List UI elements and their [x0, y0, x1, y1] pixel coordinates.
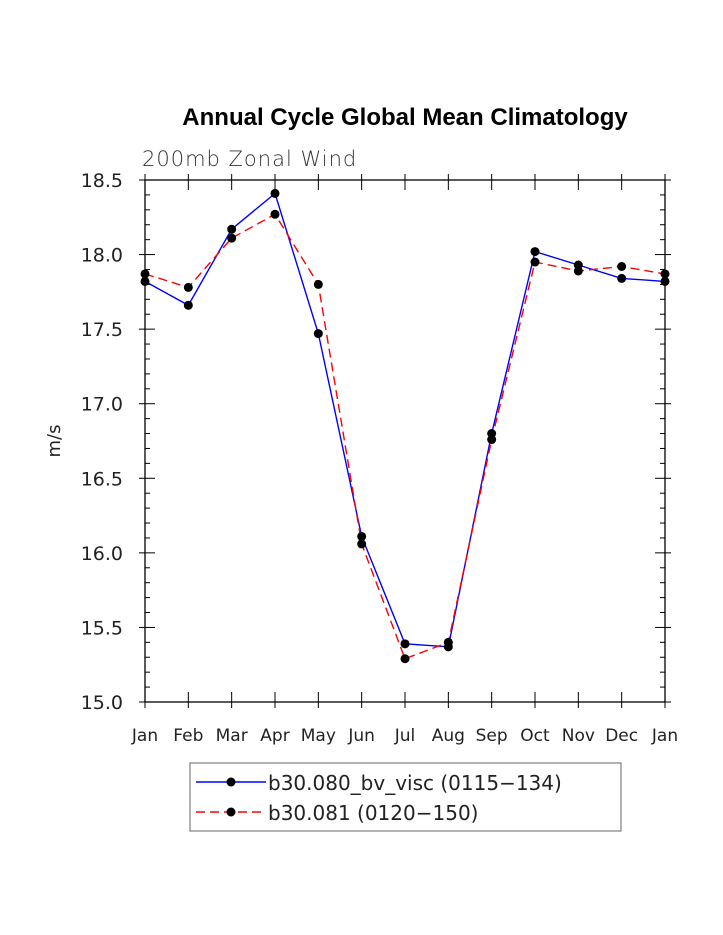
- series-line-1: [144, 192, 666, 648]
- data-point-series-2: [573, 266, 583, 276]
- x-tick-label: Jan: [131, 726, 158, 746]
- data-point-series-2: [357, 539, 367, 549]
- data-point-series-2: [227, 233, 237, 243]
- y-tick-label: 18.0: [81, 245, 123, 267]
- chart-subtitle: 200mb Zonal Wind: [142, 147, 357, 171]
- x-tick-label: Aug: [432, 726, 465, 746]
- y-tick-label: 18.5: [81, 170, 123, 192]
- x-tick-label: Mar: [216, 726, 248, 746]
- y-tick-label: 17.5: [81, 319, 123, 341]
- data-point-series-2: [530, 257, 540, 267]
- data-point-series-2: [487, 435, 497, 445]
- legend-label-series-2: b30.081 (0120−150): [268, 801, 478, 825]
- data-point-series-2: [617, 262, 627, 272]
- legend-marker-series-1: [226, 777, 236, 787]
- series-line-2: [144, 213, 666, 660]
- data-point-series-2: [443, 637, 453, 647]
- data-point-series-2: [313, 279, 323, 289]
- plot-frame: [144, 179, 666, 703]
- x-tick-label: Jun: [347, 726, 375, 746]
- data-point-series-2: [270, 209, 280, 219]
- chart-title: Annual Cycle Global Mean Climatology: [182, 104, 628, 131]
- x-tick-label: Jul: [394, 726, 416, 746]
- data-point-series-1: [183, 300, 193, 310]
- legend-box: [189, 762, 622, 832]
- x-tick-label: Apr: [260, 726, 289, 746]
- data-point-series-1: [227, 224, 237, 234]
- y-tick-label: 17.0: [81, 394, 123, 416]
- x-tick-label: Sep: [476, 726, 508, 746]
- y-tick-label: 16.0: [81, 543, 123, 565]
- y-tick-label: 16.5: [81, 468, 123, 490]
- x-tick-label: Nov: [562, 726, 595, 746]
- x-tick-label: Jan: [651, 726, 678, 746]
- data-point-series-1: [313, 329, 323, 339]
- y-tick-label: 15.0: [81, 692, 123, 714]
- y-tick-label: 15.5: [81, 617, 123, 639]
- legend-marker-series-2: [226, 807, 236, 817]
- x-tick-label: May: [301, 726, 336, 746]
- data-point-series-1: [270, 188, 280, 198]
- data-point-series-1: [617, 273, 627, 283]
- x-tick-label: Feb: [173, 726, 203, 746]
- x-tick-label: Oct: [520, 726, 550, 746]
- data-point-series-1: [400, 639, 410, 649]
- y-axis-label: m/s: [44, 425, 65, 458]
- legend: b30.080_bv_visc (0115−134) b30.081 (0120…: [189, 762, 622, 832]
- data-point-series-1: [530, 247, 540, 257]
- data-point-series-2: [400, 654, 410, 664]
- data-point-series-1: [357, 531, 367, 541]
- x-tick-label: Dec: [605, 726, 638, 746]
- legend-label-series-1: b30.080_bv_visc (0115−134): [268, 771, 562, 795]
- data-point-series-2: [183, 282, 193, 292]
